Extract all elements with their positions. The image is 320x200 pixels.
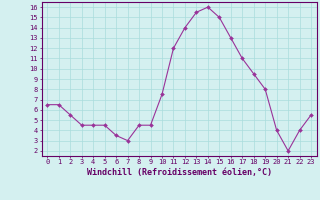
X-axis label: Windchill (Refroidissement éolien,°C): Windchill (Refroidissement éolien,°C) [87, 168, 272, 177]
